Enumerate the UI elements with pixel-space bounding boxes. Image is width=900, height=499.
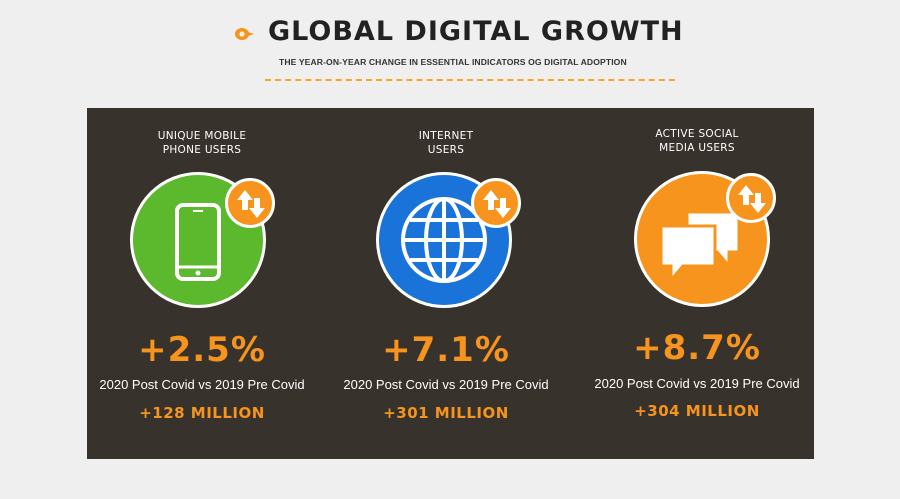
globe-icon xyxy=(401,197,487,283)
stat-percent: +2.5% xyxy=(138,330,266,370)
growth-badge xyxy=(471,178,521,228)
mobile-phone-icon xyxy=(175,203,221,281)
chat-bubbles-icon xyxy=(659,210,741,285)
growth-badge xyxy=(225,178,275,228)
page-title: GLOBAL DIGITAL GROWTH xyxy=(268,16,684,47)
stat-absolute: +304 MILLION xyxy=(634,402,760,420)
stat-percent: +8.7% xyxy=(633,328,761,368)
up-down-arrows-icon xyxy=(483,190,511,218)
divider xyxy=(265,79,675,81)
stat-caption: 2020 Post Covid vs 2019 Pre Covid xyxy=(594,376,800,391)
stat-percent: +7.1% xyxy=(382,330,510,370)
up-down-arrows-icon xyxy=(237,190,265,218)
stat-label: UNIQUE MOBILE PHONE USERS xyxy=(87,129,317,157)
stat-label-line: ACTIVE SOCIAL xyxy=(655,128,739,140)
stat-absolute: +301 MILLION xyxy=(383,404,509,422)
location-pin-icon xyxy=(235,28,254,40)
stat-label-line: UNIQUE MOBILE xyxy=(157,130,247,142)
stat-label-line: MEDIA USERS xyxy=(659,142,735,154)
stat-caption: 2020 Post Covid vs 2019 Pre Covid xyxy=(99,377,305,392)
stat-caption: 2020 Post Covid vs 2019 Pre Covid xyxy=(343,377,549,392)
stat-label: INTERNET USERS xyxy=(331,129,561,157)
up-down-arrows-icon xyxy=(738,185,766,213)
stats-panel: UNIQUE MOBILE PHONE USERS +2.5% 2020 Pos… xyxy=(87,108,814,459)
stat-absolute: +128 MILLION xyxy=(139,404,265,422)
header: GLOBAL DIGITAL GROWTH THE YEAR-ON-YEAR C… xyxy=(0,0,900,100)
stat-social-media-users: ACTIVE SOCIAL MEDIA USERS +8.7% 2020 Pos… xyxy=(582,108,812,459)
page-subtitle: THE YEAR-ON-YEAR CHANGE IN ESSENTIAL IND… xyxy=(279,57,627,67)
stat-mobile-users: UNIQUE MOBILE PHONE USERS +2.5% 2020 Pos… xyxy=(87,108,317,459)
stat-label-line: INTERNET xyxy=(418,130,474,142)
stat-internet-users: INTERNET USERS +7.1% 2020 Post Covid vs … xyxy=(331,108,561,459)
stat-label-line: USERS xyxy=(427,144,465,156)
stat-label: ACTIVE SOCIAL MEDIA USERS xyxy=(582,127,812,155)
stat-label-line: PHONE USERS xyxy=(162,144,242,156)
growth-badge xyxy=(726,173,776,223)
